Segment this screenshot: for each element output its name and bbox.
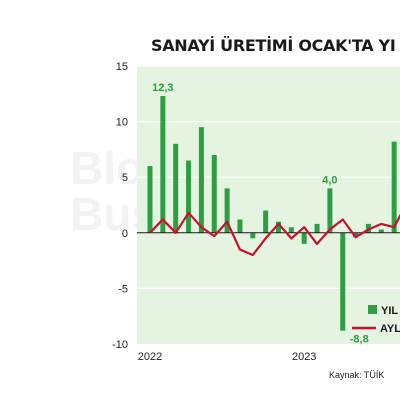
bar: [263, 210, 269, 233]
chart-title: SANAYİ ÜRETİMİ OCAK'TA YI: [151, 36, 396, 55]
bar: [340, 232, 346, 331]
y-tick-label: 5: [122, 172, 128, 184]
y-tick-label: 10: [116, 117, 128, 129]
y-tick-label: -5: [118, 283, 128, 295]
x-axis-ticks: 202220232024: [138, 351, 317, 363]
data-label: 12,3: [152, 82, 173, 94]
bar: [224, 188, 230, 233]
bar: [301, 232, 307, 244]
bar: [237, 219, 243, 233]
plot-background: [137, 66, 400, 344]
y-tick-label: -10: [112, 339, 128, 351]
bar: [378, 229, 384, 233]
y-tick-label: 0: [122, 228, 128, 240]
data-labels: 12,3 4,0 -8,8: [152, 82, 369, 346]
data-label: -8,8: [350, 334, 369, 346]
y-axis-ticks: 15 10 5 0 -5 -10: [112, 61, 128, 351]
legend: YIL AYL: [352, 305, 400, 335]
legend-label: AYL: [380, 323, 400, 335]
bar-series: [147, 96, 397, 331]
line-series-path: [149, 211, 400, 257]
bar: [147, 166, 153, 233]
data-label: 4,0: [322, 174, 337, 186]
bar: [353, 232, 359, 238]
bar: [288, 227, 294, 233]
bar: [250, 232, 256, 239]
bar: [198, 127, 204, 233]
y-tick-label: 15: [116, 61, 128, 73]
bar: [276, 221, 281, 233]
grid-lines: [137, 65, 400, 289]
bar: [211, 154, 217, 233]
source-note: Kaynak: TÜİK: [329, 370, 385, 380]
bar: [391, 141, 397, 233]
bar: [314, 223, 320, 233]
x-tick-label: 2023: [292, 351, 316, 363]
line-series: [149, 211, 400, 257]
bar: [173, 143, 179, 233]
legend-label: YIL: [381, 305, 398, 317]
bar: [160, 96, 166, 233]
x-tick-label: 2022: [138, 351, 162, 363]
legend-swatch-bar: [368, 305, 377, 314]
bar: [327, 188, 333, 233]
bar: [186, 160, 192, 233]
